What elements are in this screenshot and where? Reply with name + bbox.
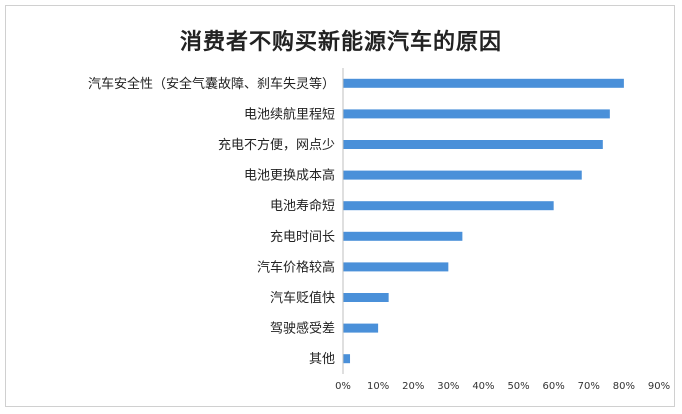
- bar-4: [343, 201, 554, 211]
- category-label-4: 电池寿命短: [270, 198, 335, 214]
- bars-group: [343, 78, 624, 364]
- category-label-0: 汽车安全性（安全气囊故障、刹车失灵等）: [88, 76, 335, 92]
- x-tick-label-8: 80%: [613, 381, 635, 392]
- bar-0: [343, 78, 624, 88]
- category-label-1: 电池续航里程短: [244, 106, 335, 122]
- category-label-8: 驾驶感受差: [270, 321, 335, 337]
- chart-frame: [5, 5, 675, 407]
- x-tick-label-1: 10%: [367, 381, 389, 392]
- category-label-9: 其他: [309, 352, 335, 367]
- category-label-2: 充电不方便，网点少: [218, 137, 335, 153]
- x-tick-label-2: 20%: [402, 381, 424, 392]
- x-tick-label-7: 70%: [578, 381, 600, 392]
- bar-9: [343, 354, 351, 364]
- x-tick-label-4: 40%: [472, 381, 494, 392]
- x-tick-label-6: 60%: [543, 381, 565, 392]
- x-tick-label-0: 0%: [335, 381, 351, 392]
- bar-3: [343, 170, 582, 180]
- category-labels: 汽车安全性（安全气囊故障、刹车失灵等） 电池续航里程短充电不方便，网点少电池更换成…: [88, 76, 335, 367]
- bar-8: [343, 323, 379, 333]
- bar-1: [343, 109, 610, 119]
- chart-title: 消费者不购买新能源汽车的原因: [179, 30, 502, 55]
- x-tick-label-9: 90%: [648, 381, 670, 392]
- bar-6: [343, 262, 449, 272]
- category-label-3: 电池更换成本高: [244, 168, 335, 184]
- x-tick-label-5: 50%: [507, 381, 529, 392]
- bar-5: [343, 231, 463, 241]
- bar-7: [343, 293, 389, 302]
- x-tick-label-3: 30%: [437, 381, 459, 392]
- category-label-6: 汽车价格较高: [257, 259, 335, 275]
- bar-2: [343, 140, 603, 149]
- category-label-7: 汽车贬值快: [270, 290, 335, 306]
- category-label-5: 充电时间长: [270, 229, 335, 245]
- x-tick-labels: 0% 10% 20% 30% 40% 50% 60% 70% 80% 90%: [335, 381, 670, 392]
